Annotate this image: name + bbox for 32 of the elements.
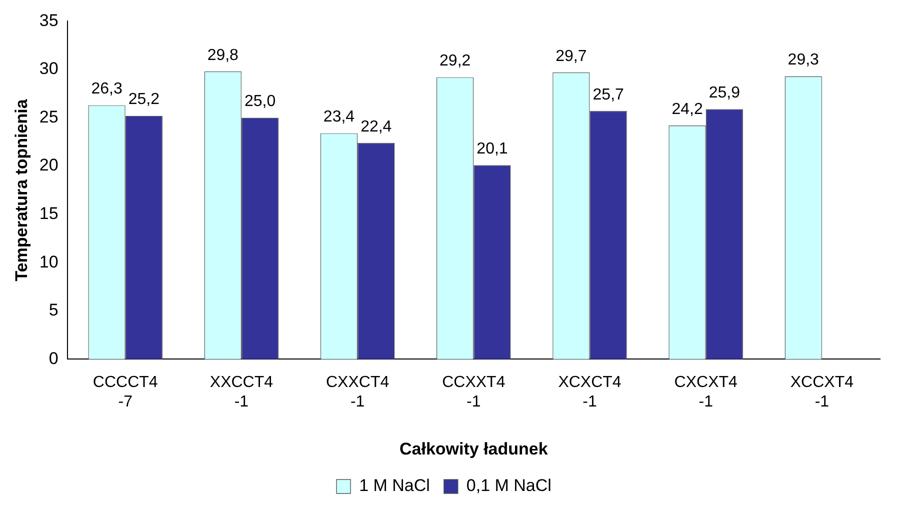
x-tick-label: XXCCT4 -1: [210, 374, 274, 410]
legend-label: 1 M NaCl: [359, 476, 430, 496]
data-label: 29,8: [207, 46, 239, 64]
y-tick-label: 30: [39, 59, 58, 78]
data-label: 25,2: [128, 91, 160, 108]
y-axis-title: Temperatura topnienia: [12, 98, 31, 282]
data-label: 22,4: [360, 118, 392, 136]
data-label: 29,2: [440, 52, 471, 70]
x-tick-label: CXXCT4 -1: [326, 374, 390, 410]
y-tick-label: 5: [48, 300, 58, 320]
y-tick-label: 35: [39, 10, 58, 30]
x-tick-label: XCCXT4 -1: [790, 374, 854, 410]
y-tick-label: 0: [48, 348, 58, 368]
y-tick-label: 25: [39, 107, 58, 126]
data-label: 25,9: [708, 84, 740, 102]
legend-label: 0,1 M NaCl: [466, 476, 552, 496]
data-label: 23,4: [323, 108, 355, 126]
y-tick-label: 15: [39, 204, 58, 224]
data-label: 20,1: [476, 140, 508, 158]
data-label: 25,0: [244, 93, 276, 110]
x-tick-label: CCCCT4 -7: [92, 374, 158, 410]
data-label: 29,7: [556, 48, 587, 65]
x-axis-title: Całkowity ładunek: [399, 439, 548, 458]
x-tick-label: CXCXT4 -1: [674, 374, 738, 410]
x-tick-label: XCXCT4 -1: [558, 374, 622, 410]
data-label: 24,2: [672, 100, 703, 118]
data-label: 25,7: [592, 86, 624, 104]
y-tick-label: 20: [39, 156, 58, 175]
data-label: 29,3: [788, 52, 820, 69]
x-tick-label: CCXXT4 -1: [442, 374, 506, 410]
data-label: 26,3: [91, 80, 122, 98]
y-tick-label: 10: [39, 252, 58, 272]
